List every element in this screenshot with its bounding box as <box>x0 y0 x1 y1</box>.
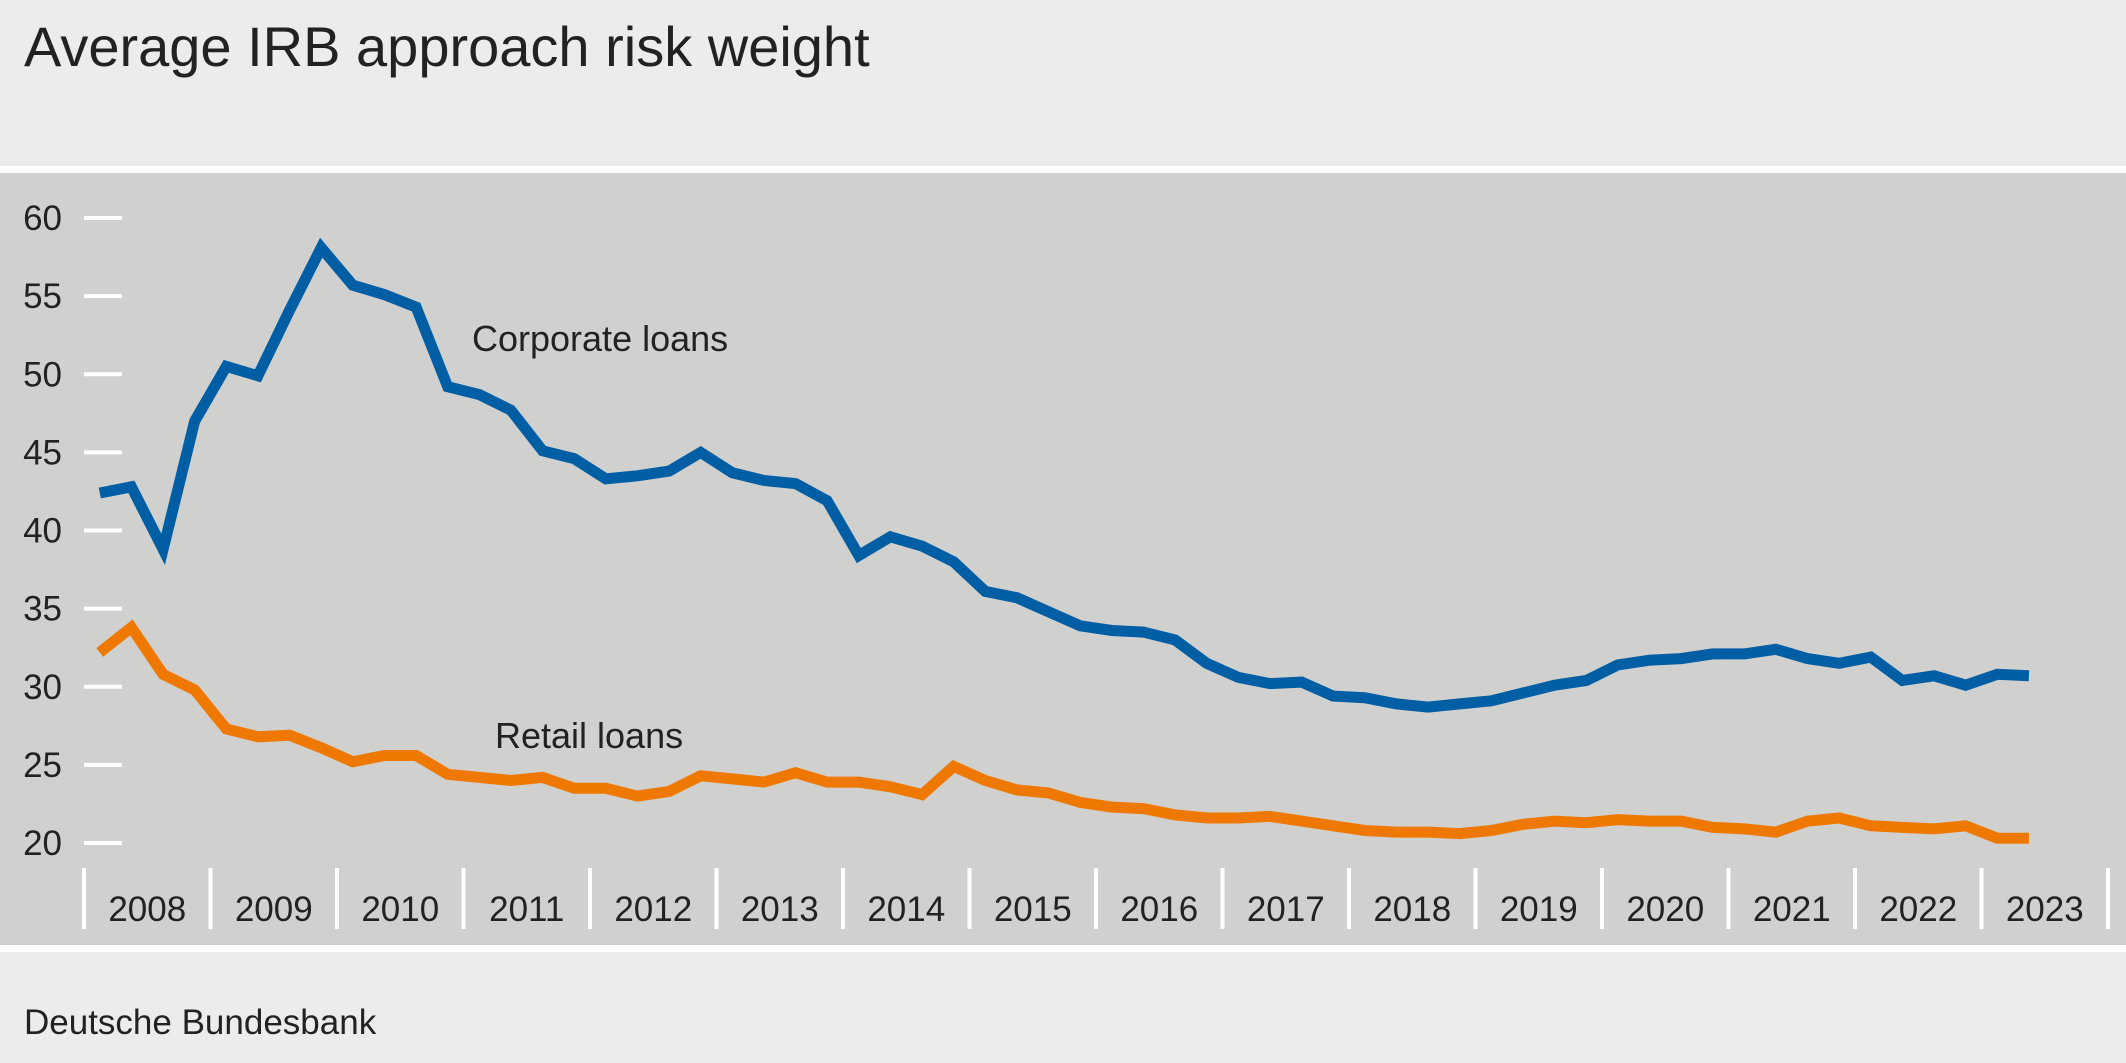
y-tick-label: 60 <box>23 199 62 238</box>
x-tick-label: 2008 <box>108 890 186 929</box>
x-tick-label: 2015 <box>994 890 1072 929</box>
series-line-retail <box>96 619 2029 844</box>
y-tick-label: 25 <box>23 746 62 785</box>
y-tick-label: 35 <box>23 590 62 629</box>
source-label: Deutsche Bundesbank <box>24 1003 377 1042</box>
y-tick-label: 20 <box>23 824 62 863</box>
x-tick-label: 2020 <box>1626 890 1704 929</box>
x-tick-label: 2017 <box>1247 890 1325 929</box>
y-tick-label: 50 <box>23 355 62 394</box>
y-tick-label: 55 <box>23 277 62 316</box>
x-tick-label: 2019 <box>1500 890 1578 929</box>
x-tick-label: 2021 <box>1753 890 1831 929</box>
x-tick-label: 2011 <box>489 890 564 929</box>
x-tick-label: 2016 <box>1120 890 1198 929</box>
x-tick-label: 2010 <box>361 890 439 929</box>
x-tick-label: 2009 <box>235 890 313 929</box>
x-tick-label: 2022 <box>1879 890 1957 929</box>
series-line-corporate <box>98 237 2030 713</box>
series-label-retail: Retail loans <box>495 715 683 756</box>
y-tick-label: 40 <box>23 512 62 551</box>
top-divider <box>0 166 2126 173</box>
x-tick-label: 2013 <box>741 890 819 929</box>
plot-background <box>0 171 2126 945</box>
series-label-corporate: Corporate loans <box>472 318 728 359</box>
bottom-divider <box>0 945 2126 952</box>
y-tick-label: 45 <box>23 433 62 472</box>
x-tick-label: 2018 <box>1373 890 1451 929</box>
x-tick-label: 2023 <box>2006 890 2084 929</box>
x-tick-label: 2012 <box>614 890 692 929</box>
x-tick-label: 2014 <box>867 890 945 929</box>
y-tick-label: 30 <box>23 668 62 707</box>
chart-title: Average IRB approach risk weight <box>24 15 870 78</box>
